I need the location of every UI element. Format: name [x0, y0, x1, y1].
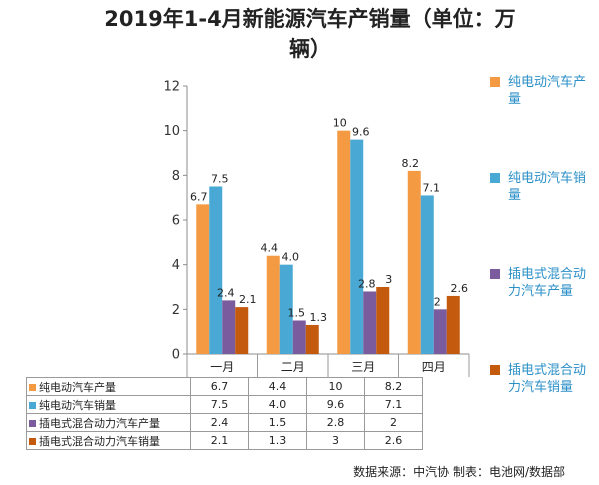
data-source-note: 数据来源：中汽协 制表：电池网/数据部 — [353, 465, 565, 479]
legend-label-bev-production: 纯电动汽车产量 — [508, 75, 587, 107]
data-table: 纯电动汽车产量 6.7 4.4 10 8.2 纯电动汽车销量 7.5 4.0 9… — [26, 377, 423, 450]
bar-value-label: 7.5 — [211, 173, 229, 186]
legend-swatch-bev-sales — [490, 173, 500, 183]
table-cell: 1.5 — [248, 413, 307, 432]
bar-value-label: 4.4 — [261, 242, 279, 255]
bar-bev-sales — [279, 264, 293, 354]
bar-value-label: 1.3 — [310, 311, 328, 324]
bar-value-label: 2.6 — [451, 282, 469, 295]
y-tick-label: 12 — [163, 80, 180, 95]
table-cell: 9.6 — [306, 395, 365, 414]
chart-title-line2: 辆） — [289, 37, 331, 61]
table-cell: 3 — [306, 431, 365, 450]
bar-value-label: 6.7 — [190, 190, 208, 203]
table-cell: 2.4 — [190, 413, 249, 432]
table-cell: 7.1 — [364, 395, 423, 414]
y-tick-label: 0 — [172, 348, 180, 363]
bar-value-label: 2.4 — [217, 286, 235, 299]
bar-phev-sales — [235, 307, 249, 354]
bar-bev-production — [196, 204, 210, 354]
y-tick-label: 6 — [172, 214, 180, 229]
table-cell: 2.1 — [190, 431, 249, 450]
table-key-phev-sales — [29, 437, 36, 445]
table-cell: 2.8 — [306, 413, 365, 432]
table-row-phev-production: 插电式混合动力汽车产量 2.4 1.5 2.8 2 — [26, 413, 423, 432]
table-row-phev-sales: 插电式混合动力汽车销量 2.1 1.3 3 2.6 — [26, 431, 423, 450]
table-cell: 6.7 — [190, 377, 249, 396]
y-tick-label: 4 — [172, 258, 180, 273]
table-row-bev-production: 纯电动汽车产量 6.7 4.4 10 8.2 — [26, 377, 423, 396]
bar-phev-production — [433, 309, 447, 354]
legend-label-phev-sales: 插电式混合动力汽车销量 — [508, 363, 587, 395]
bar-phev-production — [363, 291, 377, 354]
table-cell: 8.2 — [364, 377, 423, 396]
bar-value-label: 7.1 — [423, 181, 441, 194]
bar-bev-sales — [420, 195, 434, 354]
x-category-label: 三月 — [351, 360, 375, 374]
bar-bev-sales — [350, 139, 364, 354]
table-key-phev-production — [29, 419, 36, 427]
table-cell: 2.6 — [364, 431, 423, 450]
bar-value-label: 1.5 — [288, 307, 306, 320]
bar-value-label: 2 — [434, 295, 441, 308]
legend-swatch-bev-production — [490, 77, 500, 87]
bar-value-label: 9.6 — [352, 126, 370, 139]
table-row-header: 插电式混合动力汽车产量 — [26, 413, 191, 432]
bar-bev-production — [407, 170, 421, 354]
bar-phev-production — [292, 320, 306, 354]
table-cell: 1.3 — [248, 431, 307, 450]
chart-title-line1: 2019年1-4月新能源汽车产销量（单位：万 — [104, 7, 516, 31]
table-row-bev-sales: 纯电动汽车销量 7.5 4.0 9.6 7.1 — [26, 395, 423, 414]
table-cell: 4.4 — [248, 377, 307, 396]
legend-label-bev-sales: 纯电动汽车销量 — [508, 171, 587, 203]
bar-value-label: 4.0 — [282, 251, 300, 264]
bar-phev-production — [222, 300, 236, 354]
table-row-header: 插电式混合动力汽车销量 — [26, 431, 191, 450]
chart-title: 2019年1-4月新能源汽车产销量（单位：万 辆） — [60, 4, 560, 64]
y-tick-label: 10 — [163, 124, 180, 139]
table-row-header: 纯电动汽车产量 — [26, 377, 191, 396]
bar-bev-production — [266, 255, 280, 354]
table-row-header: 纯电动汽车销量 — [26, 395, 191, 414]
bar-phev-sales — [376, 287, 390, 354]
legend-swatch-phev-sales — [490, 365, 500, 375]
bar-phev-sales — [446, 295, 460, 354]
legend-swatch-phev-production — [490, 269, 500, 279]
y-tick-label: 2 — [172, 303, 180, 318]
legend-label-phev-production: 插电式混合动力汽车产量 — [508, 267, 587, 299]
table-cell: 4.0 — [248, 395, 307, 414]
table-cell: 10 — [306, 377, 365, 396]
x-category-label: 二月 — [281, 360, 305, 374]
bar-value-label: 2.8 — [358, 277, 376, 290]
table-cell: 2 — [364, 413, 423, 432]
bar-bev-production — [337, 130, 351, 354]
bar-phev-sales — [305, 324, 319, 354]
bar-value-label: 2.1 — [239, 293, 257, 306]
x-category-label: 一月 — [210, 360, 234, 374]
bar-value-label: 10 — [333, 117, 347, 130]
table-key-bev-production — [29, 383, 36, 391]
bar-value-label: 8.2 — [402, 157, 420, 170]
x-category-label: 四月 — [422, 360, 446, 374]
table-cell: 7.5 — [190, 395, 249, 414]
bar-bev-sales — [209, 186, 223, 354]
bar-value-label: 3 — [385, 273, 392, 286]
y-tick-label: 8 — [172, 169, 180, 184]
table-key-bev-sales — [29, 401, 36, 409]
